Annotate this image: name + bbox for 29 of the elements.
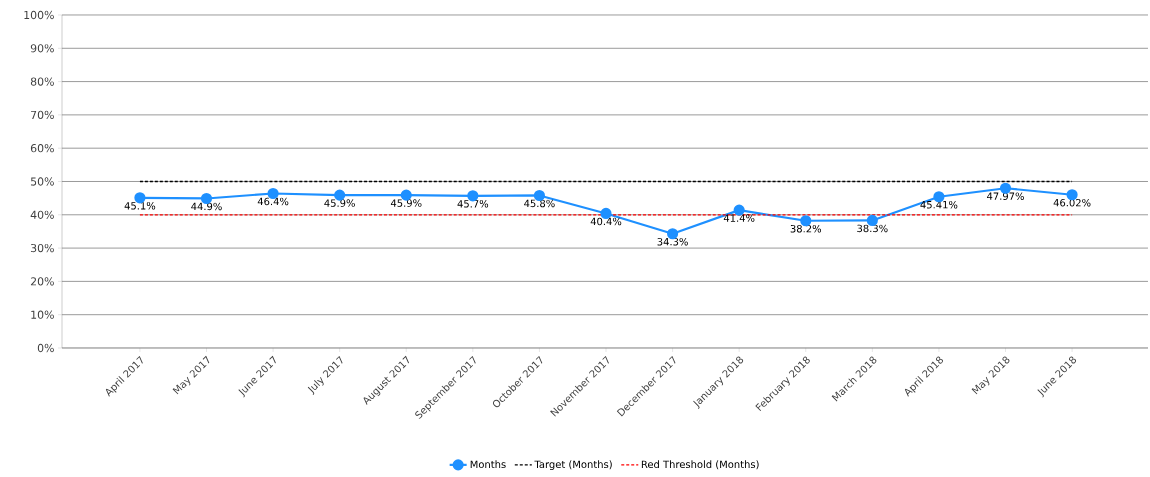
y-tick-label: 0% — [37, 343, 54, 353]
data-label: 45.9% — [390, 199, 422, 207]
data-label: 46.02% — [1053, 198, 1091, 207]
data-label: 44.9% — [191, 202, 222, 211]
data-label: 45.41% — [920, 200, 958, 209]
data-label: 45.8% — [524, 199, 555, 208]
y-tick-label: 70% — [31, 110, 54, 120]
y-tick-label: 10% — [31, 310, 54, 319]
legend-label: Red Threshold (Months) — [641, 460, 759, 470]
data-label: 41.4% — [723, 214, 755, 222]
y-tick-label: 20% — [30, 277, 54, 286]
data-label: 45.1% — [124, 201, 156, 210]
y-tick-label: 50% — [30, 177, 54, 186]
data-label: 45.7% — [457, 199, 489, 208]
legend-label: Months — [470, 460, 506, 469]
data-label: 46.4% — [257, 197, 289, 206]
data-label: 45.9% — [324, 199, 355, 207]
data-label: 34.3% — [657, 237, 688, 246]
y-tick-label: 80% — [30, 77, 54, 86]
legend-label: Target (Months) — [534, 460, 612, 470]
data-label: 38.3% — [857, 224, 888, 233]
data-label: 38.2% — [790, 224, 822, 233]
y-tick-label: 100% — [24, 10, 54, 20]
y-tick-label: 30% — [30, 243, 54, 253]
data-label: 40.4% — [590, 217, 622, 226]
y-tick-label: 60% — [30, 144, 54, 153]
data-label: 47.97% — [987, 192, 1024, 200]
y-tick-label: 40% — [30, 210, 54, 219]
y-tick-label: 90% — [30, 44, 54, 53]
